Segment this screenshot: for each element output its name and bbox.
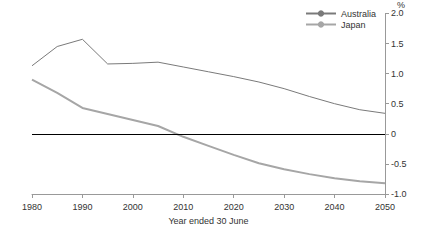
svg-text:0.5: 0.5: [391, 99, 404, 109]
svg-text:0: 0: [391, 129, 396, 139]
svg-text:2030: 2030: [274, 202, 294, 212]
svg-text:Australia: Australia: [341, 9, 376, 19]
svg-text:1980: 1980: [22, 202, 42, 212]
svg-text:2010: 2010: [173, 202, 193, 212]
svg-text:-1.0: -1.0: [391, 189, 407, 199]
svg-text:2040: 2040: [325, 202, 345, 212]
svg-text:1.0: 1.0: [391, 69, 404, 79]
svg-text:Year ended 30 June: Year ended 30 June: [168, 216, 248, 226]
svg-text:2020: 2020: [224, 202, 244, 212]
svg-text:Japan: Japan: [341, 20, 366, 30]
svg-text:-0.5: -0.5: [391, 159, 407, 169]
svg-text:2050: 2050: [375, 202, 395, 212]
svg-text:2.0: 2.0: [391, 8, 404, 18]
svg-text:1.5: 1.5: [391, 39, 404, 49]
svg-text:2000: 2000: [123, 202, 143, 212]
svg-text:1990: 1990: [72, 202, 92, 212]
